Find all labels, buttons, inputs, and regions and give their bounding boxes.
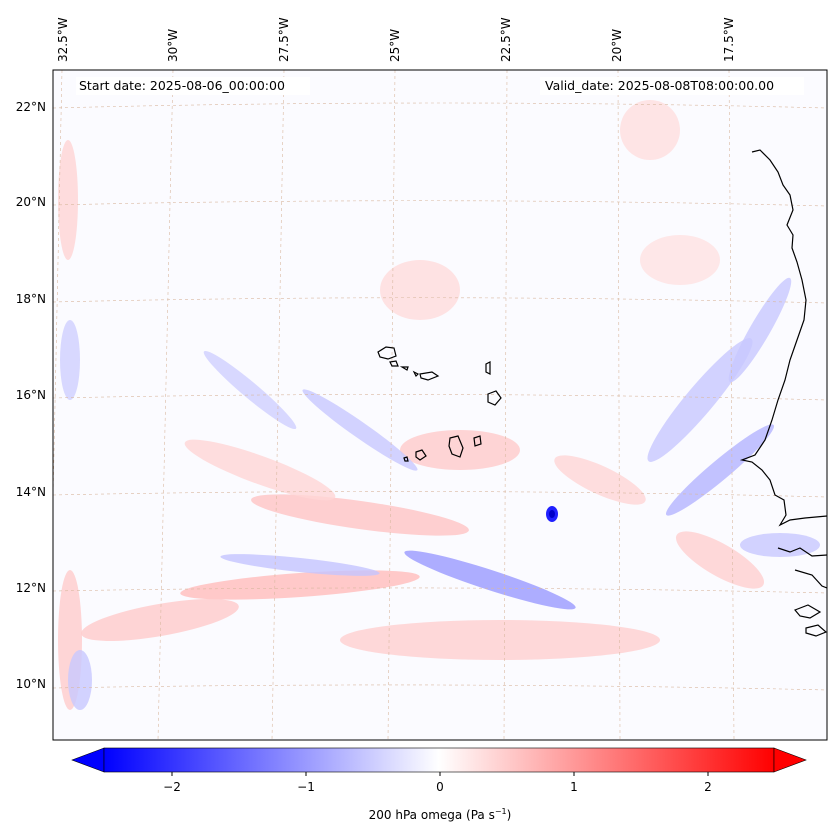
gridline <box>53 102 827 109</box>
field-patch <box>647 338 753 462</box>
gridline <box>503 70 508 740</box>
field-patch <box>81 598 239 642</box>
field-patch <box>380 260 460 320</box>
colorbar-ticks <box>171 772 709 776</box>
gridline <box>387 70 396 740</box>
gridline <box>157 70 174 740</box>
field-patch <box>620 100 680 160</box>
valid-date-box <box>540 77 804 95</box>
map-frame <box>52 69 828 741</box>
sal-island <box>485 361 491 375</box>
lat-label: 14°N <box>15 485 46 499</box>
sao-nicolau-island <box>419 371 440 381</box>
colorbar-tick-label: −1 <box>297 780 315 794</box>
lat-label: 12°N <box>15 581 46 595</box>
lat-label: 20°N <box>15 195 46 209</box>
coastline <box>377 149 827 637</box>
colorbar-tick-label: 1 <box>570 780 578 794</box>
colorbar-tick-label: −2 <box>163 780 181 794</box>
gridline <box>53 394 827 401</box>
valid-date-label: Valid_date: 2025-08-08T08:00:00.00 <box>545 78 775 93</box>
gambia-coast <box>777 547 827 557</box>
gridline <box>53 587 827 594</box>
field-patch <box>675 531 765 589</box>
fogo-island <box>415 449 427 461</box>
field-patch <box>184 439 336 501</box>
field-patch <box>251 494 469 536</box>
field-patch <box>740 533 820 557</box>
lat-label: 18°N <box>15 292 46 306</box>
colorbar-bar <box>103 747 775 773</box>
colorbar-title-close: ) <box>506 808 512 822</box>
colorbar-tick-label: 0 <box>436 780 444 794</box>
colorbar-title-text: 200 hPa omega (Pa s <box>368 808 495 822</box>
colorbar-title: 200 hPa omega (Pa s−1) <box>369 807 512 822</box>
field-patch <box>180 570 420 600</box>
boa-vista-island <box>487 390 502 406</box>
santiago-island <box>448 435 464 458</box>
field-patch <box>400 430 520 470</box>
field-patch <box>404 550 576 610</box>
sao-vicente-island <box>389 360 399 367</box>
start-date-label: Start date: 2025-08-06_00:00:00 <box>79 78 285 93</box>
gridline <box>617 70 621 740</box>
lat-label: 10°N <box>15 677 46 691</box>
colorbar-title-exponent: −1 <box>494 807 507 816</box>
field-patch <box>302 389 418 471</box>
gridline <box>53 684 827 691</box>
field-patch <box>728 277 792 383</box>
gridline <box>271 70 285 740</box>
field-patch <box>220 554 380 576</box>
santo-antao-island <box>377 346 397 360</box>
guinea-coast <box>794 569 827 589</box>
gridline <box>53 297 827 304</box>
start-date-box <box>76 77 310 95</box>
islet <box>412 370 420 378</box>
gridline <box>728 70 735 740</box>
gridline <box>53 200 827 207</box>
field-patch <box>665 424 775 516</box>
field-patch <box>203 350 297 430</box>
santa-luzia-island <box>399 366 409 371</box>
colorbar-extend-max <box>773 747 807 773</box>
field-patch <box>640 235 720 285</box>
field-patch <box>340 620 660 660</box>
field-patch <box>68 650 92 710</box>
coastal-island <box>805 624 827 637</box>
colorbar-extend-min <box>71 747 105 773</box>
field-patch <box>58 140 78 260</box>
bissagos-islands <box>794 604 822 619</box>
brava-island <box>403 456 409 462</box>
maio-island <box>473 435 482 447</box>
field-patch <box>554 455 646 505</box>
field-patch <box>60 320 80 400</box>
colorbar-tick-label: 2 <box>704 780 712 794</box>
graticule <box>53 70 827 740</box>
field-patch <box>549 510 555 518</box>
gridline <box>53 491 827 498</box>
lat-label: 22°N <box>15 100 46 114</box>
africa-coast <box>739 149 827 527</box>
lat-label: 16°N <box>15 388 46 402</box>
omega-field <box>53 70 827 740</box>
